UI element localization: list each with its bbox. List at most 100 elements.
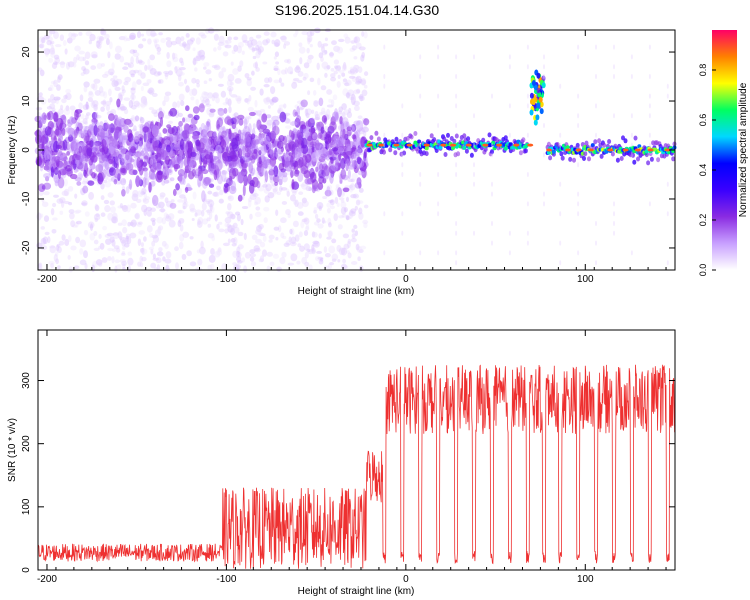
heatmap-cell bbox=[363, 118, 370, 126]
heatmap-cell bbox=[123, 81, 129, 86]
heatmap-cell bbox=[227, 238, 231, 244]
heatmap-cell bbox=[388, 147, 393, 153]
heatmap-cell bbox=[35, 156, 43, 167]
heatmap-cell bbox=[114, 265, 118, 273]
heatmap-cell bbox=[129, 69, 137, 76]
heatmap-cell bbox=[308, 127, 316, 133]
heatmap-cell bbox=[212, 93, 218, 98]
heatmap-cell bbox=[232, 250, 239, 258]
heatmap-cell bbox=[518, 150, 523, 156]
heatmap-cell bbox=[330, 73, 336, 78]
heatmap-cell bbox=[54, 44, 62, 48]
heatmap-cell bbox=[324, 72, 328, 78]
heatmap-cell bbox=[117, 205, 123, 209]
heatmap-cell bbox=[318, 233, 322, 239]
heatmap-cell bbox=[320, 153, 328, 158]
heatmap-cell bbox=[50, 98, 57, 104]
heatmap-cell bbox=[94, 89, 101, 96]
heatmap-cell bbox=[38, 92, 43, 97]
heatmap-cell bbox=[116, 264, 122, 270]
snr-x-label: Height of straight line (km) bbox=[298, 586, 415, 597]
heatmap-cell bbox=[91, 100, 99, 108]
heatmap-cell bbox=[246, 77, 252, 81]
heatmap-cell bbox=[114, 259, 120, 264]
heatmap-cell bbox=[355, 120, 364, 132]
heatmap-cell bbox=[157, 79, 162, 84]
heatmap-cell bbox=[208, 144, 215, 149]
heatmap-cell bbox=[221, 130, 227, 138]
heatmap-cell bbox=[226, 211, 234, 219]
heatmap-cell bbox=[105, 238, 112, 245]
heatmap-cell bbox=[158, 32, 163, 36]
heatmap-cell bbox=[163, 179, 170, 184]
heatmap-cell bbox=[270, 31, 277, 38]
heatmap-cell bbox=[139, 262, 144, 268]
heatmap-cell bbox=[311, 133, 318, 140]
heatmap-cell bbox=[308, 187, 312, 192]
heatmap-cell bbox=[187, 113, 194, 119]
heatmap-cell bbox=[230, 237, 236, 243]
heatmap-cell bbox=[68, 32, 73, 38]
heatmap-cell bbox=[565, 145, 570, 150]
heatmap-cell bbox=[283, 242, 290, 247]
heatmap-cell bbox=[289, 228, 293, 235]
heatmap-cell bbox=[227, 98, 232, 107]
heatmap-cell bbox=[221, 67, 227, 73]
heatmap-cell bbox=[309, 117, 315, 124]
heatmap-cell bbox=[133, 100, 140, 107]
heatmap-cell bbox=[188, 40, 193, 47]
heatmap-cell bbox=[208, 254, 216, 263]
heatmap-cell bbox=[74, 45, 81, 52]
heatmap-cell bbox=[90, 100, 96, 109]
heatmap-cell bbox=[218, 71, 224, 79]
heatmap-cell bbox=[217, 41, 225, 47]
heatmap-cell bbox=[383, 132, 386, 138]
heatmap-cell bbox=[197, 258, 203, 266]
heatmap-cell bbox=[115, 247, 121, 253]
heatmap-cell bbox=[311, 185, 316, 194]
heatmap-cell bbox=[194, 212, 198, 217]
heatmap-cell bbox=[361, 51, 366, 59]
heatmap-cell bbox=[206, 217, 211, 222]
heatmap-cell bbox=[263, 217, 268, 224]
heatmap-cell bbox=[121, 89, 126, 94]
heatmap-cell bbox=[100, 182, 105, 190]
heatmap-cell bbox=[172, 135, 177, 141]
heatmap-cell bbox=[228, 106, 232, 114]
heatmap-cell bbox=[57, 76, 61, 83]
heatmap-cell bbox=[595, 221, 597, 226]
heatmap-cell bbox=[299, 245, 305, 252]
heatmap-cell bbox=[359, 245, 367, 250]
heatmap-cell bbox=[78, 102, 83, 110]
heatmap-cell bbox=[313, 209, 317, 214]
heatmap-cell bbox=[271, 96, 279, 103]
heatmap-cell bbox=[401, 172, 404, 177]
heatmap-cell bbox=[158, 142, 163, 149]
heatmap-cell bbox=[162, 100, 166, 107]
heatmap-cell bbox=[285, 125, 292, 129]
heatmap-cell bbox=[293, 77, 300, 82]
heatmap-cell bbox=[179, 160, 185, 165]
heatmap-cell bbox=[127, 62, 135, 69]
heatmap-cell bbox=[133, 135, 140, 143]
heatmap-cell bbox=[306, 31, 313, 37]
heatmap-cell bbox=[218, 221, 223, 225]
heatmap-cell bbox=[75, 236, 81, 244]
heatmap-cell bbox=[221, 170, 227, 182]
heatmap-cell bbox=[597, 138, 602, 144]
heatmap-cell bbox=[473, 172, 475, 177]
heatmap-cell bbox=[289, 241, 297, 247]
heatmap-cell bbox=[296, 138, 302, 145]
heatmap-cell bbox=[300, 183, 306, 187]
heatmap-cell bbox=[541, 82, 546, 89]
heatmap-cell bbox=[179, 66, 186, 71]
heatmap-cell bbox=[324, 112, 329, 117]
heatmap-cell bbox=[96, 35, 104, 41]
heatmap-cell bbox=[152, 235, 160, 243]
heatmap-cell bbox=[54, 251, 59, 257]
heatmap-cell bbox=[101, 73, 109, 78]
heatmap-cell bbox=[419, 54, 422, 60]
heatmap-cell bbox=[183, 196, 188, 204]
heatmap-cell bbox=[208, 77, 212, 82]
heatmap-cell bbox=[136, 31, 142, 39]
